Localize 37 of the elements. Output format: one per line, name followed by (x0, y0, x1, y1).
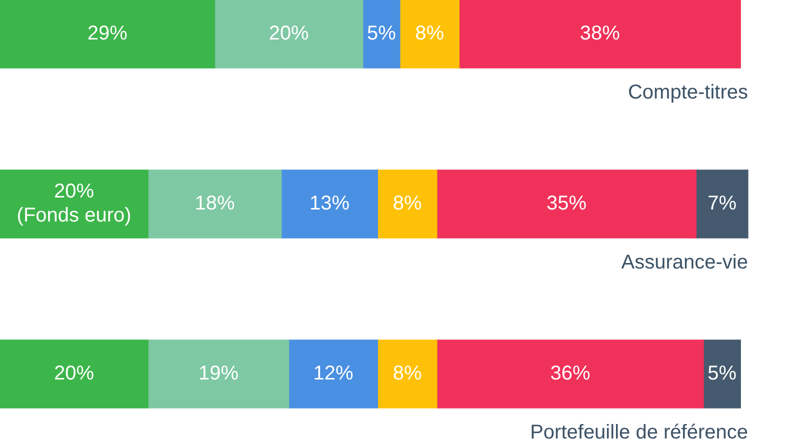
data-label: 5% (366, 22, 396, 45)
y-tick-label: Compte-titres (628, 82, 748, 104)
bar (281, 170, 378, 238)
data-label: 20% (268, 22, 310, 45)
bar (362, 0, 400, 68)
data-label: 12% (313, 362, 354, 385)
bar (288, 340, 378, 408)
data-label: 5% (708, 362, 737, 385)
bar (400, 0, 460, 68)
data-label: 8% (415, 22, 444, 45)
bar (0, 170, 148, 238)
y-tick-label: Portefeuille de référence (530, 422, 748, 444)
bar (0, 340, 148, 408)
data-label: 19% (198, 362, 239, 385)
bar (214, 0, 364, 68)
bar (703, 340, 741, 408)
bar (148, 340, 290, 408)
data-label: 18% (194, 192, 236, 215)
bar (436, 170, 696, 238)
data-label: 13% (310, 192, 350, 215)
y-tick-label: Assurance-vie (621, 252, 748, 274)
data-label: 8% (392, 192, 422, 215)
bar (377, 170, 438, 238)
data-label: 8% (392, 362, 422, 385)
data-label: 38% (580, 22, 620, 45)
data-label: 35% (546, 192, 587, 215)
bar (436, 340, 704, 408)
data-label: 36% (550, 362, 590, 385)
data-label: 20% (Fonds euro) (16, 180, 132, 227)
data-label: 20% (54, 362, 94, 385)
bar (148, 170, 282, 238)
bar (696, 170, 748, 238)
data-label: 7% (708, 192, 737, 215)
bar (0, 0, 216, 68)
bar (377, 340, 438, 408)
bar (458, 0, 741, 68)
data-label: 29% (87, 22, 128, 45)
